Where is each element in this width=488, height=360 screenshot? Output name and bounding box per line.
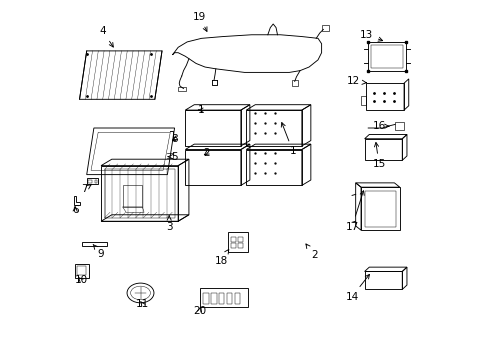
- Bar: [367, 42, 405, 71]
- Bar: [394, 122, 403, 130]
- Text: 20: 20: [193, 306, 206, 316]
- Bar: [291, 80, 298, 86]
- Text: 19: 19: [193, 12, 206, 31]
- Bar: [238, 237, 242, 242]
- Text: 3: 3: [165, 216, 172, 231]
- Bar: [122, 185, 142, 207]
- Text: 10: 10: [75, 275, 88, 285]
- Bar: [360, 187, 399, 230]
- Bar: [219, 293, 224, 304]
- Bar: [238, 243, 242, 248]
- Bar: [94, 180, 97, 183]
- Bar: [228, 232, 247, 252]
- Bar: [88, 180, 92, 183]
- Text: 4: 4: [100, 26, 113, 47]
- Text: 17: 17: [345, 191, 364, 231]
- Bar: [360, 96, 366, 105]
- Bar: [230, 243, 235, 248]
- Text: 16: 16: [371, 121, 388, 131]
- Bar: [230, 237, 235, 242]
- Bar: [211, 293, 216, 304]
- Text: 1: 1: [281, 122, 296, 156]
- Bar: [234, 293, 240, 304]
- Text: 6: 6: [72, 206, 79, 216]
- Bar: [321, 25, 329, 31]
- Text: 18: 18: [214, 249, 228, 266]
- Bar: [178, 87, 185, 91]
- Text: 9: 9: [93, 244, 104, 258]
- Bar: [82, 242, 106, 246]
- Text: 15: 15: [371, 143, 385, 169]
- Text: 1: 1: [198, 105, 204, 115]
- Bar: [75, 264, 88, 278]
- Bar: [199, 288, 247, 307]
- Bar: [203, 293, 208, 304]
- Text: 13: 13: [359, 30, 382, 41]
- Text: 8: 8: [171, 134, 178, 144]
- Bar: [364, 191, 395, 226]
- Text: 7: 7: [81, 184, 91, 194]
- Bar: [87, 178, 98, 184]
- Text: 2: 2: [305, 244, 317, 260]
- Bar: [370, 45, 402, 68]
- Bar: [77, 266, 86, 275]
- Bar: [364, 271, 402, 289]
- Bar: [366, 83, 403, 110]
- Bar: [364, 139, 402, 160]
- Text: 11: 11: [135, 299, 149, 309]
- Text: 5: 5: [168, 152, 178, 162]
- Text: 2: 2: [203, 148, 210, 158]
- Bar: [226, 293, 232, 304]
- Text: 12: 12: [346, 76, 366, 86]
- Text: 14: 14: [345, 274, 369, 302]
